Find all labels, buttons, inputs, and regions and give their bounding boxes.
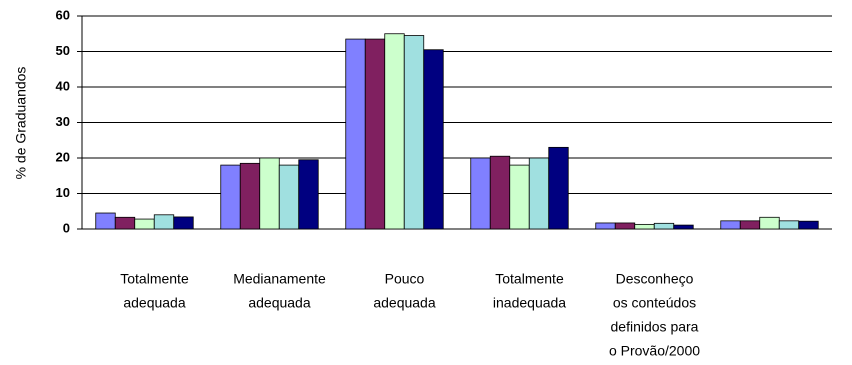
y-tick-label: 30	[56, 114, 70, 129]
x-tick-label: Pouco	[385, 271, 425, 287]
x-tick-label: Totalmente	[495, 271, 564, 287]
x-tick-label: definidos para	[611, 319, 699, 335]
bar	[298, 159, 319, 230]
bar	[759, 216, 780, 230]
y-tick-label: 20	[56, 149, 70, 164]
bar	[95, 212, 116, 230]
bar	[614, 222, 636, 230]
bar	[345, 38, 366, 230]
y-axis-label: % de Graduandos	[13, 67, 29, 180]
bar	[653, 222, 675, 230]
y-tick-label: 0	[63, 220, 70, 235]
y-tick-label: 50	[56, 43, 70, 58]
bar	[739, 220, 761, 230]
bar	[778, 220, 800, 230]
bar	[798, 220, 819, 230]
bar	[259, 157, 280, 230]
bar	[548, 146, 569, 230]
y-tick-label: 10	[56, 185, 70, 200]
bar	[384, 33, 405, 230]
bar	[634, 223, 655, 230]
bar	[489, 155, 511, 230]
bar	[173, 216, 194, 230]
x-tick-label: Desconheço	[616, 271, 694, 287]
bar	[528, 157, 550, 230]
bar	[470, 157, 491, 230]
bar	[134, 218, 155, 230]
x-tick-label: adequada	[248, 295, 311, 311]
bar	[595, 222, 616, 230]
bar	[278, 164, 300, 230]
bar	[364, 38, 386, 230]
y-tick-label: 40	[56, 78, 70, 93]
bar	[403, 35, 425, 230]
bar	[153, 214, 175, 230]
bar	[220, 164, 241, 230]
y-tick-label: 60	[56, 7, 70, 22]
x-tick-label: adequada	[373, 295, 436, 311]
bar	[114, 216, 136, 230]
x-tick-label: Medianamente	[233, 271, 326, 287]
bar	[239, 162, 261, 230]
x-tick-label: inadequada	[493, 295, 566, 311]
x-tick-label: adequada	[123, 295, 186, 311]
bar	[673, 224, 694, 230]
bar	[509, 164, 530, 230]
bar	[423, 49, 444, 230]
x-tick-label: o Provão/2000	[609, 343, 700, 359]
x-tick-label: os conteúdos	[613, 295, 696, 311]
bar	[720, 220, 741, 230]
x-tick-label: Totalmente	[120, 271, 189, 287]
